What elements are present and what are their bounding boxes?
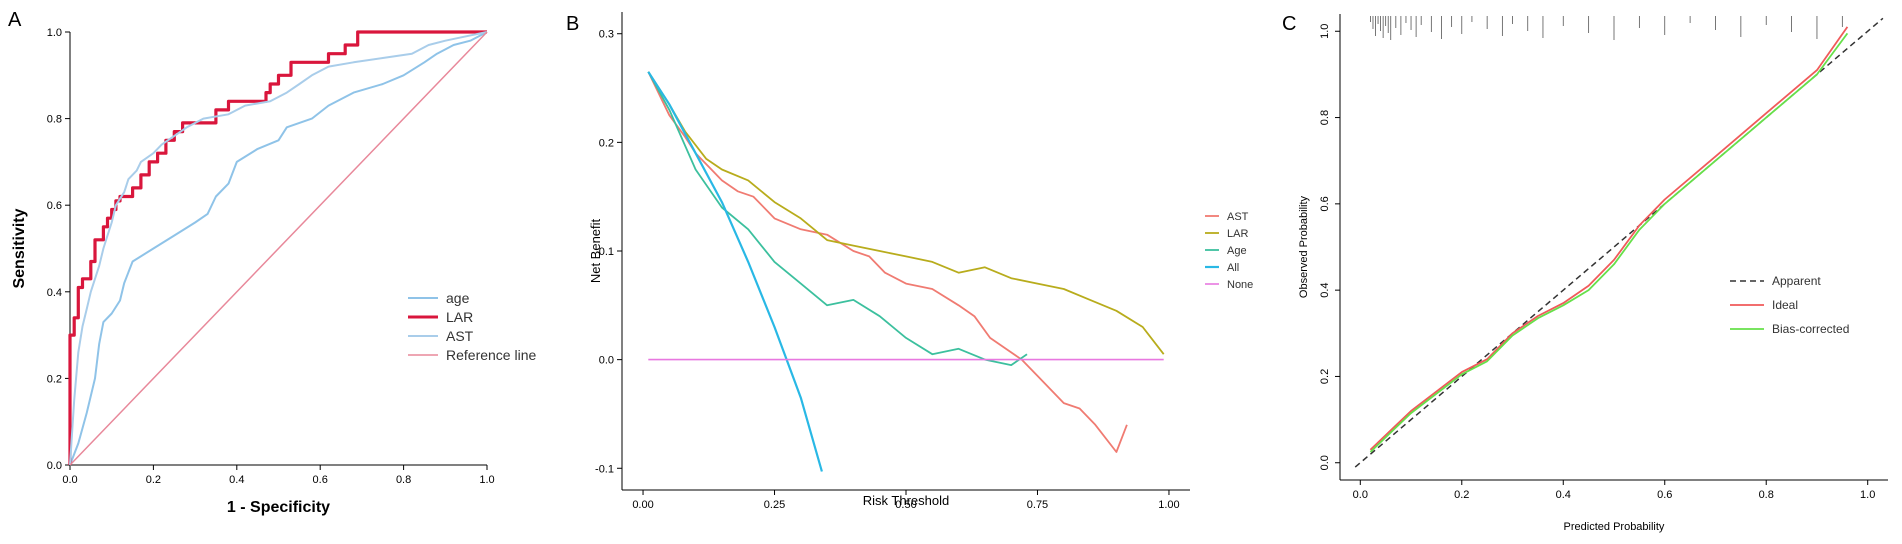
series-line-lar xyxy=(647,71,1165,355)
y-tick-label: 0.0 xyxy=(599,355,614,367)
y-tick-label: 1.0 xyxy=(47,27,62,39)
x-tick-label: 0.6 xyxy=(1657,489,1672,501)
x-tick-label: 1.0 xyxy=(1860,489,1875,501)
legend-entry: AST xyxy=(1227,211,1249,223)
legend-entry: Apparent xyxy=(1772,274,1821,288)
y-tick-label: 0.2 xyxy=(599,137,614,149)
x-tick-label: 0.75 xyxy=(1027,499,1048,511)
legend-entry: Bias-corrected xyxy=(1772,322,1849,336)
series-line-age xyxy=(647,71,1028,366)
series-line-reference-line xyxy=(69,31,488,466)
x-tick-label: 1.0 xyxy=(479,474,494,486)
y-tick-label: 1.0 xyxy=(1319,24,1331,39)
y-tick-label: 0.4 xyxy=(47,287,62,299)
panel-label-b: B xyxy=(566,13,579,35)
y-tick-label: -0.1 xyxy=(595,463,614,475)
x-axis-label: Predicted Probability xyxy=(1564,521,1665,533)
x-tick-label: 1.00 xyxy=(1158,499,1179,511)
y-tick-label: 0.8 xyxy=(47,114,62,126)
y-tick-label: 0.0 xyxy=(1319,455,1331,470)
x-tick-label: 0.00 xyxy=(632,499,653,511)
legend-entry: Age xyxy=(1227,245,1247,257)
x-tick-label: 0.2 xyxy=(1454,489,1469,501)
legend-entry: Reference line xyxy=(446,347,536,363)
x-tick-label: 0.4 xyxy=(1556,489,1571,501)
x-tick-label: 0.2 xyxy=(146,474,161,486)
panel-label-a: A xyxy=(8,9,22,31)
series-line-all xyxy=(647,71,823,472)
y-tick-label: 0.2 xyxy=(1319,369,1331,384)
legend-entry: AST xyxy=(446,328,474,344)
x-tick-label: 0.4 xyxy=(229,474,244,486)
series-line-ast xyxy=(647,71,1128,453)
panel-label-c: C xyxy=(1282,13,1296,35)
y-tick-label: 0.2 xyxy=(47,373,62,385)
y-tick-label: 0.6 xyxy=(1319,196,1331,211)
legend-entry: All xyxy=(1227,262,1239,274)
y-axis-label: Observed Probability xyxy=(1298,195,1310,298)
x-tick-label: 0.8 xyxy=(1759,489,1774,501)
legend-entry: Ideal xyxy=(1772,298,1798,312)
x-tick-label: 0.0 xyxy=(1353,489,1368,501)
x-tick-label: 0.0 xyxy=(62,474,77,486)
y-axis-label: Net Benefit xyxy=(588,218,603,283)
x-axis-label: 1 - Specificity xyxy=(227,499,330,516)
series-line-ideal xyxy=(1369,26,1849,451)
x-tick-label: 0.8 xyxy=(396,474,411,486)
legend-entry: age xyxy=(446,290,470,306)
series-line-lar xyxy=(68,30,487,465)
y-tick-label: 0.4 xyxy=(1319,282,1331,297)
x-tick-label: 0.6 xyxy=(313,474,328,486)
series-line-bias-corrected xyxy=(1369,32,1849,453)
y-tick-label: 0.1 xyxy=(599,246,614,258)
series-line-ast xyxy=(69,31,488,466)
series-line-age xyxy=(69,31,488,466)
y-axis-label: Sensitivity xyxy=(11,208,28,288)
x-tick-label: 0.25 xyxy=(764,499,785,511)
series-line-apparent xyxy=(1354,17,1884,468)
y-tick-label: 0.3 xyxy=(599,29,614,41)
x-axis-label: Risk Threshold xyxy=(863,493,949,508)
legend-entry: LAR xyxy=(1227,228,1248,240)
x-tick-label: 0.50 xyxy=(895,499,916,511)
legend-entry: None xyxy=(1227,279,1253,291)
y-tick-label: 0.6 xyxy=(47,200,62,212)
y-tick-label: 0.0 xyxy=(47,460,62,472)
legend-entry: LAR xyxy=(446,309,473,325)
y-tick-label: 0.8 xyxy=(1319,110,1331,125)
